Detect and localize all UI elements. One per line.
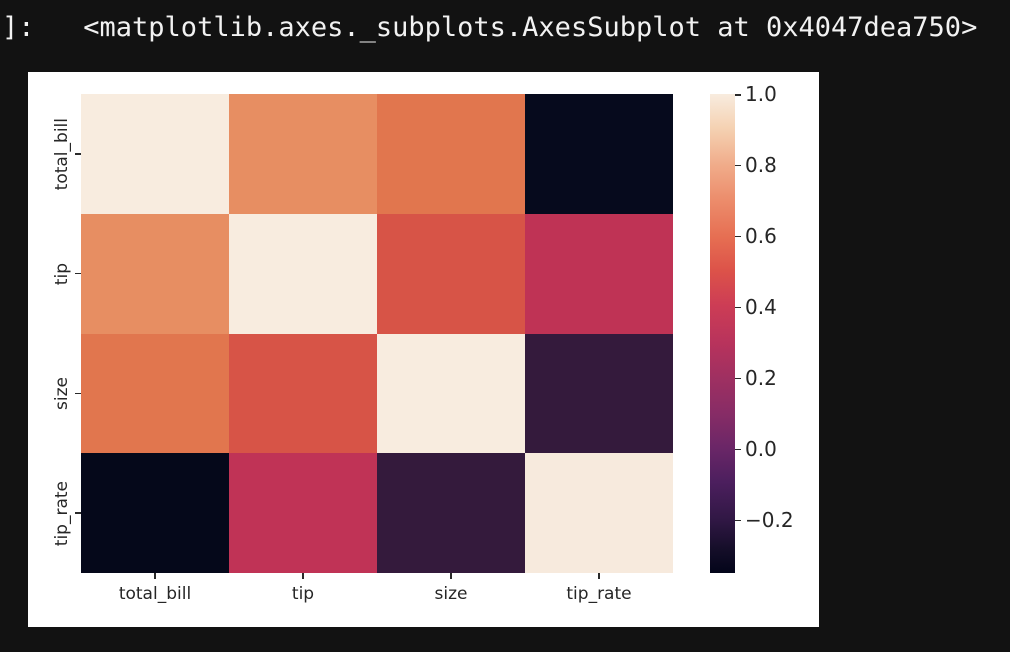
colorbar-tick-label: 0.6 [745,223,777,248]
heatmap-cell [229,333,377,454]
heatmap-cell [81,333,229,454]
heatmap-cell [377,94,525,214]
x-tick-label: size [434,584,468,604]
x-tick-label: tip_rate [566,584,632,604]
heatmap-cell [229,213,377,334]
colorbar-tick-label: 1.0 [745,82,777,106]
y-tick-label: total_bill [52,117,72,191]
colorbar-tick-label: 0.4 [745,294,777,319]
colorbar-tick-mark [735,94,741,96]
heatmap-cell [525,213,673,334]
y-tick-label: tip [52,262,72,285]
output-text: ]: <matplotlib.axes._subplots.AxesSubplo… [2,12,978,43]
y-tick-mark [75,94,81,214]
x-tick-mark [525,573,673,579]
x-tick-mark [229,573,377,579]
heatmap-cell [525,453,673,573]
matplotlib-figure: total_bill tip size tip_rate total_bill tip s… [28,72,819,627]
colorbar-tick-mark [735,519,741,522]
x-tick-label: total_bill [118,584,192,604]
x-axis-tick-labels: total_bill tip size tip_rate [81,584,673,604]
colorbar [710,94,735,573]
heatmap-cell [377,453,525,573]
x-tick-mark [81,573,229,579]
colorbar-tick-mark [735,164,741,167]
heatmap-cell [229,453,377,573]
y-tick-label: tip_rate [52,480,72,546]
heatmap-grid [81,94,673,573]
x-tick-label: tip [291,584,315,604]
colorbar-tick-mark [735,448,741,451]
heatmap-cell [81,213,229,334]
heatmap-cell [81,94,229,214]
x-axis-ticks [81,573,673,579]
colorbar-tick-label: 0.0 [745,436,777,461]
heatmap-cell [81,453,229,573]
x-tick-mark [377,573,525,579]
colorbar-tick-mark [735,377,741,380]
heatmap-cell [377,333,525,454]
colorbar-tick-label: 0.2 [745,365,777,390]
colorbar-tick-label: 0.8 [745,152,777,177]
colorbar-tick-mark [735,306,741,309]
y-axis-ticks [75,94,81,573]
heatmap-cell [525,94,673,214]
y-tick-mark [75,453,81,573]
heatmap-cell [525,333,673,454]
heatmap-cell [229,94,377,214]
heatmap-cell [377,213,525,334]
y-tick-mark [75,334,81,454]
y-tick-mark [75,214,81,334]
colorbar-tick-mark [735,235,741,238]
colorbar-tick-label: −0.2 [745,507,794,532]
y-tick-label: size [52,376,72,410]
